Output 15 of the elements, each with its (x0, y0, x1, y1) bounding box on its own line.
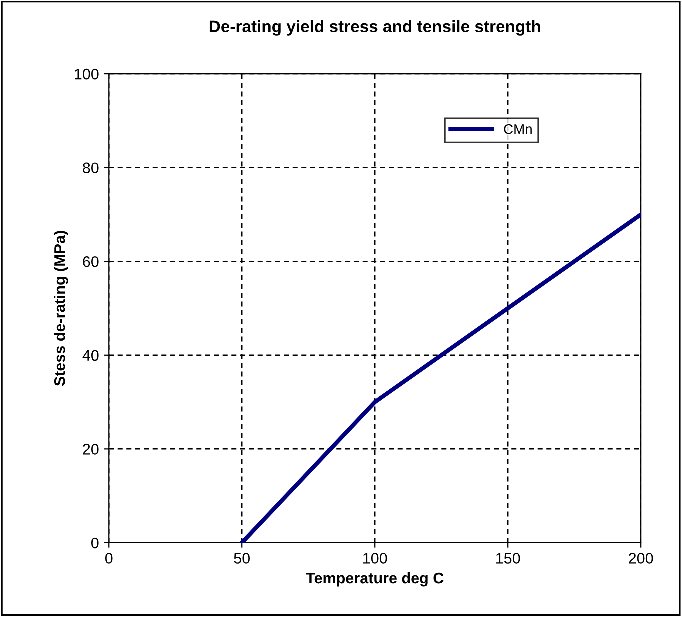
x-axis-title: Temperature deg C (306, 572, 444, 587)
y-tick-label: 60 (83, 256, 99, 268)
x-tick-label: 50 (234, 553, 250, 564)
x-tick-label: 100 (364, 553, 388, 564)
y-tick-label: 20 (83, 444, 99, 455)
y-tick-label: 40 (82, 350, 99, 362)
y-axis-title: Stess de-rating (MPa) (54, 231, 68, 386)
y-tick-label: 0 (92, 538, 99, 549)
legend-label: CMn (504, 124, 532, 134)
y-tick-label: 100 (75, 68, 99, 80)
y-tick-label: 80 (83, 162, 99, 174)
chart-title: De-rating yield stress and tensile strength (210, 20, 540, 36)
x-tick-label: 150 (496, 553, 520, 564)
x-tick-label: 0 (105, 553, 113, 564)
x-tick-label: 200 (629, 553, 654, 564)
